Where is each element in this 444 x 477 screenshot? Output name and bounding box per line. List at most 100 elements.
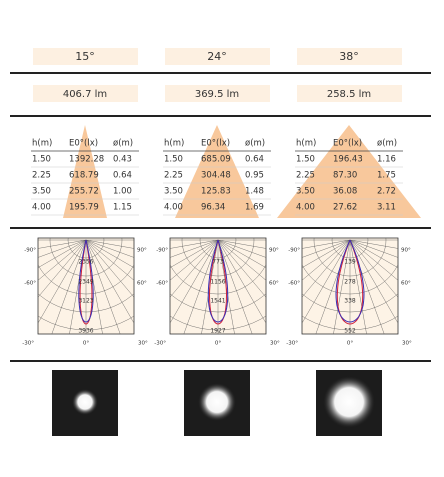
table-cell: 1.16 [377,155,396,165]
arc [313,238,387,277]
table-cell: 1.50 [164,155,183,165]
radial-line [170,239,219,258]
radial-line [85,239,134,281]
radial-line [217,239,253,334]
radial-line [38,239,87,324]
angle-label: 60° [269,281,279,287]
table-cell: 2.72 [377,187,396,197]
intensity-label: 1156 [210,279,225,286]
table-cell: 195.79 [69,203,99,213]
radial-line [349,239,398,298]
angle-box [297,48,402,65]
intensity-label: 1541 [210,298,225,305]
radial-line [170,239,219,298]
angle-box [33,48,138,65]
radial-line [349,239,398,268]
luminous-flux: 406.7 lm [63,89,107,100]
table-cell: 0.95 [245,171,264,181]
angle-label: 60° [137,281,147,287]
radial-line [349,239,398,249]
arc [302,264,398,295]
table-cell: 1.50 [32,155,51,165]
table-cell: 4.00 [164,203,183,213]
table-header: E0°(lx) [333,139,362,149]
table-cell: 1.69 [245,203,264,213]
radial-line [302,239,351,281]
flux-box [297,85,402,102]
radial-line [217,239,266,249]
radial-line [302,239,351,249]
radial-line [349,239,398,281]
beam-triangle [63,125,107,218]
arc [199,238,237,259]
radial-line [302,239,351,298]
table-header: h(m) [296,139,316,149]
arc [302,315,398,331]
radial-line [38,239,87,268]
beam-angle: 24° [207,50,227,63]
table-cell: 3.50 [296,187,315,197]
table-header: ø(m) [377,139,397,149]
table-cell: 3.50 [164,187,183,197]
arc [302,293,398,313]
radial-line [217,239,266,281]
angle-label: 90° [401,248,411,254]
table-header: h(m) [164,139,184,149]
angle-label: -60° [288,281,300,287]
table-cell: 1.15 [113,203,132,213]
angle-label: 0° [347,341,353,347]
radial-line [85,239,134,249]
radial-line [38,239,87,281]
intensity-label: 3123 [78,298,93,305]
radial-line [217,239,266,298]
angle-label: -90° [288,248,300,254]
light-curve [79,240,93,325]
polar-grid [170,238,266,334]
flux-box [33,85,138,102]
radial-line [51,239,87,334]
table-cell: 96.34 [201,203,225,213]
beam-spot [323,376,375,428]
table-cell: 3.11 [377,203,396,213]
table-cell: 255.72 [69,187,99,197]
arc [67,238,105,259]
radial-line [170,239,219,281]
radial-line [85,239,134,324]
radial-line [217,239,266,324]
arc [181,238,255,277]
table-cell: 304.48 [201,171,231,181]
radial-line [349,239,398,324]
table-cell: 4.00 [32,203,51,213]
table-header: h(m) [32,139,52,149]
radial-line [85,239,134,268]
radial-line [302,239,351,324]
intensity-label: 278 [344,279,356,286]
table-header: ø(m) [113,139,133,149]
intensity-label: 3936 [78,328,93,335]
light-curve [335,239,365,323]
table-cell: 1.48 [245,187,264,197]
arc [170,315,266,331]
table-cell: 2.25 [32,171,51,181]
radial-line [217,239,235,334]
intensity-label: 338 [344,298,356,305]
radial-line [85,239,121,334]
arc [49,238,123,277]
polar-grid [38,238,134,334]
radial-line [170,239,219,249]
beam-triangle [175,125,259,218]
arc [38,293,134,313]
angle-label: -30° [286,341,298,347]
radial-line [349,239,398,258]
table-header: E0°(lx) [201,139,230,149]
radial-line [38,239,87,258]
intensity-label: 552 [344,328,356,335]
beam-angle: 15° [75,50,95,63]
intensity-label: 773 [212,259,224,266]
angle-label: 0° [83,341,89,347]
arc [38,264,134,295]
beam-triangle [277,125,421,218]
radial-line [85,239,134,298]
beam-spot [72,389,98,415]
